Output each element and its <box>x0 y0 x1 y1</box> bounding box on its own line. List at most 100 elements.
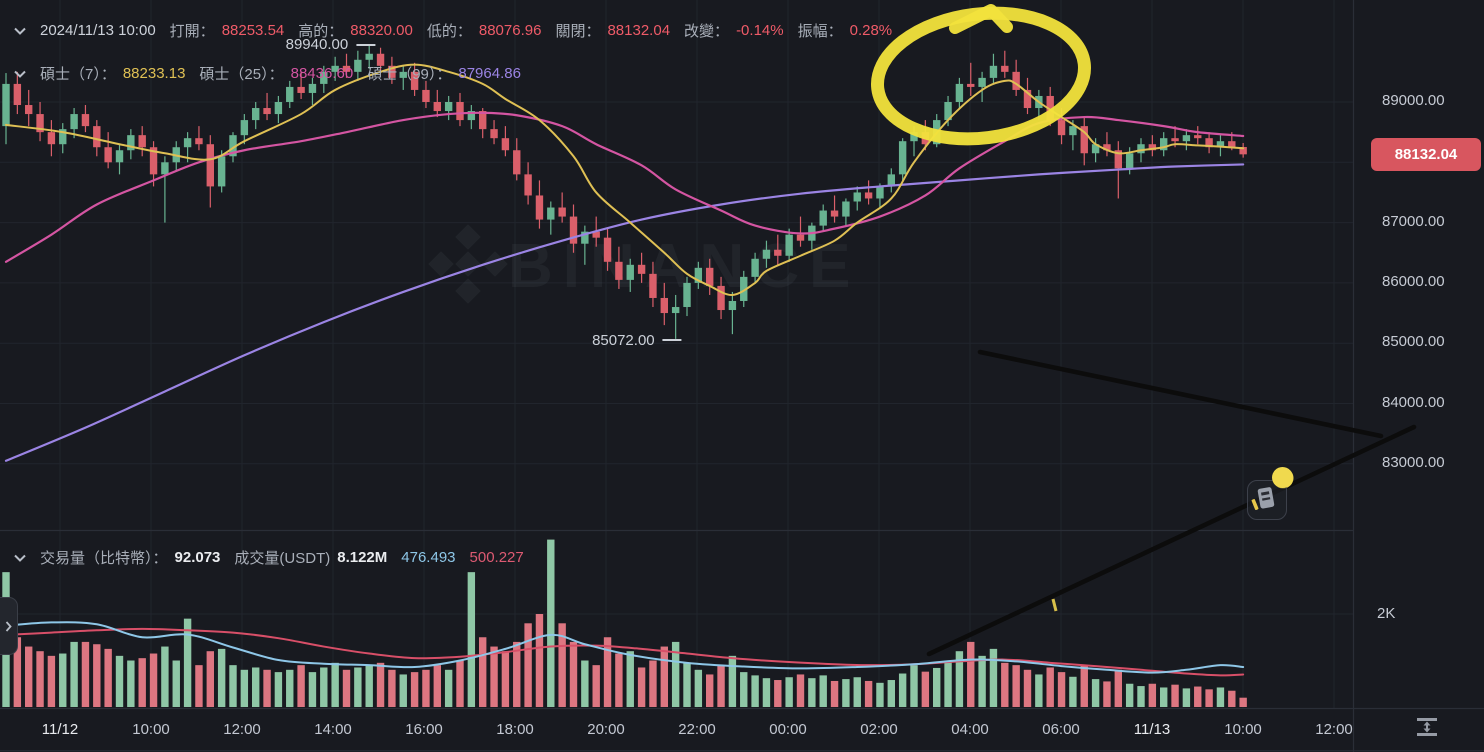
candle-body <box>887 174 895 187</box>
volume-bar <box>70 641 78 707</box>
field-label: 高的： <box>298 23 344 40</box>
field-value: -0.14% <box>736 22 784 39</box>
ohlc-header-row: 2024/11/13 10:00 打開： 88253.54 高的： 88320.00… <box>14 20 892 41</box>
field-value: 88253.54 <box>221 22 285 39</box>
volume-bar <box>1216 687 1225 707</box>
candle-body <box>876 186 884 199</box>
candle-body <box>910 132 918 142</box>
volume-bar <box>297 665 305 707</box>
candle-body <box>93 126 101 148</box>
price-axis[interactable]: 88132.04 2K 89000.00 87000.00 86000.00 8500… <box>1354 0 1484 708</box>
panel-expander-button[interactable] <box>0 597 18 655</box>
volume-bar <box>320 667 328 707</box>
field-high: 高的： 88320.00 <box>298 20 413 41</box>
candle-body <box>501 138 510 151</box>
candle-body <box>217 156 226 187</box>
price-tick-label: 83000.00 <box>1382 453 1445 471</box>
time-tick-label: 00:00 <box>769 721 807 738</box>
volume-bar <box>1091 679 1100 707</box>
candle-body <box>830 210 839 217</box>
candle-body <box>422 89 430 102</box>
time-axis[interactable]: 11/12 10:00 12:00 14:00 16:00 18:00 20:00 22:00… <box>0 709 1353 752</box>
candle-body <box>342 65 351 72</box>
volume-bar <box>59 653 67 707</box>
volume-bar <box>354 667 362 707</box>
candle-body <box>1228 141 1236 148</box>
volume-bar <box>830 680 839 707</box>
candle-body <box>751 258 759 277</box>
volume-bar <box>388 669 396 707</box>
fit-scale-button[interactable] <box>1413 713 1441 741</box>
candle-body <box>740 276 748 301</box>
field-change: 改變： -0.14% <box>684 20 784 41</box>
candle-body <box>354 59 362 72</box>
candle-body <box>1114 150 1122 169</box>
volume-bar <box>955 651 964 707</box>
volume-bar <box>1046 667 1054 707</box>
candle-body <box>365 53 373 60</box>
volume-bar <box>1239 697 1247 707</box>
volume-bar <box>81 641 90 707</box>
volume-bar <box>1160 687 1168 707</box>
candle-body <box>694 267 703 283</box>
candle-body <box>864 192 873 199</box>
collapse-chevron-icon[interactable] <box>14 27 26 35</box>
time-tick-label: 12:00 <box>223 721 261 738</box>
volume-ma-fast-value: 476.493 <box>401 549 456 566</box>
candle-body <box>853 192 861 202</box>
candle-body <box>558 207 566 217</box>
volume-bar <box>853 677 861 707</box>
price-tick-label: 85000.00 <box>1382 333 1445 351</box>
volume-bar <box>683 662 691 707</box>
candle-body <box>1216 141 1225 148</box>
ma-header-row: 碩士（7）： 88233.13 碩士（25）： 88436.60 碩士（99）： 87… <box>14 63 521 84</box>
volume-bar <box>740 672 748 707</box>
candle-body <box>637 264 646 274</box>
time-tick-label: 11/12 <box>41 721 79 738</box>
candle-body <box>717 285 725 311</box>
volume-bar <box>376 662 385 707</box>
volume-bar <box>433 665 441 707</box>
candle-body <box>297 86 305 93</box>
volume-bar <box>1069 676 1077 707</box>
candle-body <box>706 267 714 286</box>
candle-body <box>47 132 56 145</box>
time-tick-label: 22:00 <box>678 721 716 738</box>
candle-body <box>70 114 78 130</box>
volume-bar <box>1148 683 1157 707</box>
collapse-chevron-icon[interactable] <box>14 554 26 562</box>
volume-bar <box>1171 684 1179 707</box>
candle-body <box>206 144 214 187</box>
pencil-icon <box>1251 499 1259 511</box>
volume-bar <box>252 667 260 707</box>
field-amplitude: 振幅： 0.28% <box>798 20 893 41</box>
volume-bar <box>671 641 680 707</box>
candle-body <box>1091 144 1100 154</box>
collapse-chevron-icon[interactable] <box>14 70 26 78</box>
field-value: 88436.60 <box>290 65 354 82</box>
candle-body <box>1160 138 1168 151</box>
vol_ma_slow-line <box>5 627 1245 677</box>
volume-axis-tick: 2K <box>1377 605 1396 622</box>
volume-bar <box>149 653 158 707</box>
volume-bar <box>864 680 873 707</box>
volume-bar <box>785 677 793 707</box>
candle-body <box>388 65 396 78</box>
candle-body <box>989 65 998 78</box>
marker-dash <box>662 339 682 342</box>
candle-body <box>127 135 135 151</box>
candle-body <box>1012 71 1020 90</box>
field-value: 0.28% <box>849 22 893 39</box>
time-tick-label: 04:00 <box>951 721 989 738</box>
volume-bar <box>706 674 714 707</box>
volume-bar <box>456 660 464 707</box>
time-tick-label: 14:00 <box>314 721 352 738</box>
volume-bar <box>479 637 487 707</box>
volume-bar <box>921 671 930 707</box>
price-tick-label: 86000.00 <box>1382 272 1445 290</box>
volume-bar <box>1182 688 1191 707</box>
candle-body <box>274 102 283 115</box>
field-label: 碩士（7）： <box>40 66 116 83</box>
candle-body <box>1137 144 1145 154</box>
